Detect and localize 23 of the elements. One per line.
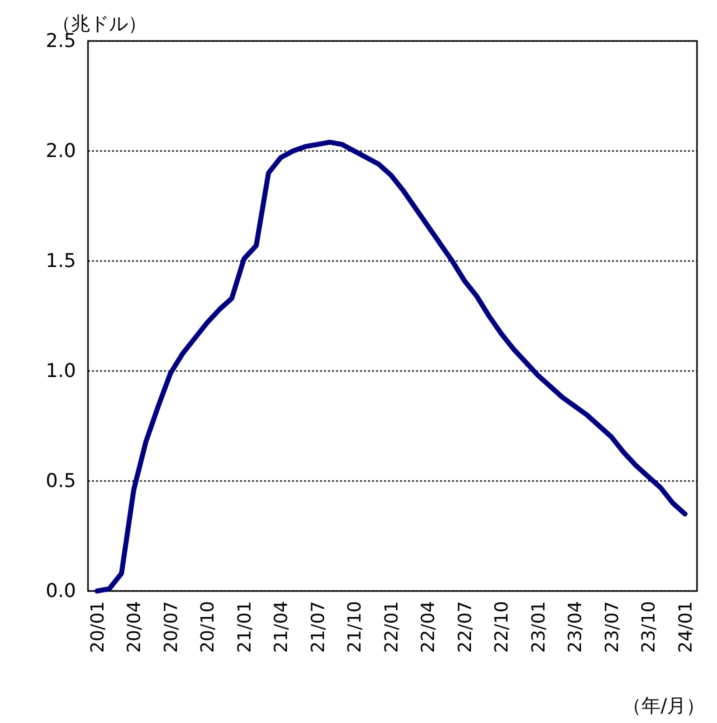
y-tick-label: 1.5 (46, 250, 76, 272)
y-tick-label: 0.5 (46, 470, 76, 492)
x-tick-label: 24/01 (675, 601, 696, 653)
x-tick-label: 23/07 (602, 601, 623, 653)
x-tick-label: 23/10 (638, 601, 660, 653)
x-tick-label: 23/01 (528, 601, 550, 653)
x-tick-label: 23/04 (565, 601, 586, 653)
x-tick-label: 22/10 (492, 601, 513, 653)
x-tick-label: 22/04 (418, 601, 440, 653)
x-tick-label: 21/07 (308, 601, 329, 653)
x-tick-label: 21/10 (344, 601, 366, 653)
x-tick-label: 22/01 (381, 601, 402, 653)
x-tick-label: 20/10 (198, 601, 219, 653)
x-tick-label: 22/07 (454, 601, 476, 653)
x-axis-title: （年/月） (622, 695, 705, 717)
x-tick-label: 20/01 (87, 601, 108, 653)
x-tick-label: 20/04 (124, 601, 146, 653)
x-tick-label: 20/07 (160, 601, 182, 653)
x-tick-label: 21/01 (234, 601, 256, 653)
y-tick-label: 0.0 (46, 580, 76, 602)
y-tick-label: 1.0 (46, 360, 76, 382)
y-tick-label: 2.0 (46, 140, 76, 162)
x-tick-label: 21/04 (271, 601, 292, 653)
